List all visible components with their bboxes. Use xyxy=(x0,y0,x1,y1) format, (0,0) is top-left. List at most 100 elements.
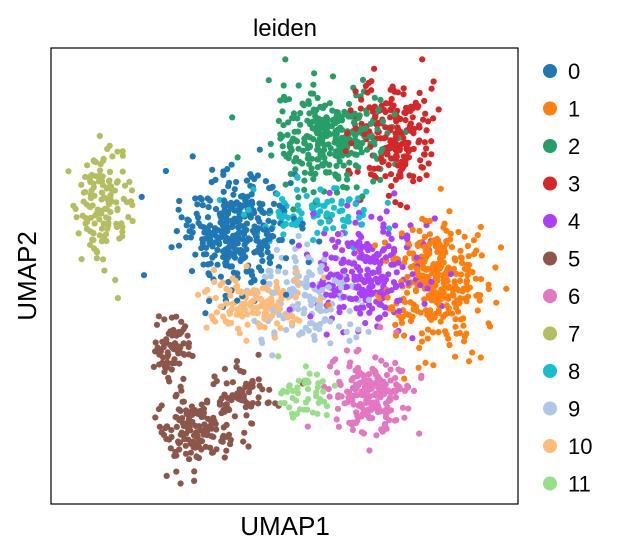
point-cluster-11 xyxy=(306,370,313,377)
point-cluster-3 xyxy=(387,114,394,121)
point-cluster-1 xyxy=(371,242,379,249)
point-cluster-7 xyxy=(78,181,85,188)
point-cluster-5 xyxy=(249,379,256,387)
point-cluster-4 xyxy=(322,251,329,258)
point-cluster-7 xyxy=(114,178,121,185)
point-cluster-0 xyxy=(221,197,228,204)
point-cluster-10 xyxy=(244,321,251,328)
point-cluster-4 xyxy=(362,320,369,327)
point-cluster-1 xyxy=(425,248,432,255)
point-cluster-1 xyxy=(451,255,458,262)
point-cluster-1 xyxy=(457,271,465,278)
point-cluster-6 xyxy=(381,422,389,429)
point-cluster-7 xyxy=(70,202,77,209)
point-cluster-0 xyxy=(282,255,290,262)
point-cluster-3 xyxy=(382,173,389,180)
point-cluster-11 xyxy=(313,371,321,378)
point-cluster-0 xyxy=(209,243,216,250)
point-cluster-0 xyxy=(255,225,262,232)
point-cluster-9 xyxy=(305,327,312,334)
point-cluster-7 xyxy=(105,199,112,207)
point-cluster-0 xyxy=(220,171,227,178)
point-cluster-5 xyxy=(193,429,201,436)
point-cluster-2 xyxy=(290,206,297,213)
point-cluster-10 xyxy=(208,313,215,320)
point-cluster-3 xyxy=(366,104,373,111)
point-cluster-7 xyxy=(119,228,126,235)
point-cluster-7 xyxy=(112,276,119,284)
point-cluster-5 xyxy=(176,330,183,338)
point-cluster-5 xyxy=(188,403,195,410)
point-cluster-5 xyxy=(227,441,234,448)
point-cluster-8 xyxy=(317,186,324,193)
point-cluster-4 xyxy=(336,309,343,316)
point-cluster-6 xyxy=(350,374,357,382)
point-cluster-1 xyxy=(474,307,481,314)
point-cluster-1 xyxy=(465,293,472,300)
point-cluster-4 xyxy=(368,213,375,220)
point-cluster-4 xyxy=(366,309,373,316)
point-cluster-0 xyxy=(197,194,204,202)
point-cluster-6 xyxy=(358,429,365,436)
point-cluster-4 xyxy=(375,279,382,286)
point-cluster-2 xyxy=(301,177,308,184)
point-cluster-3 xyxy=(347,107,354,114)
point-cluster-3 xyxy=(410,173,417,180)
point-cluster-3 xyxy=(421,97,428,104)
point-cluster-9 xyxy=(365,296,372,303)
point-cluster-4 xyxy=(405,279,412,287)
point-cluster-2 xyxy=(306,110,313,117)
point-cluster-1 xyxy=(452,353,459,360)
point-cluster-11 xyxy=(289,387,296,394)
point-cluster-10 xyxy=(288,319,295,327)
point-cluster-4 xyxy=(428,278,435,285)
point-cluster-10 xyxy=(320,274,328,281)
point-cluster-3 xyxy=(388,183,395,190)
point-cluster-4 xyxy=(384,288,391,295)
point-cluster-6 xyxy=(360,373,368,380)
point-cluster-2 xyxy=(279,108,286,115)
point-cluster-3 xyxy=(425,160,432,167)
point-cluster-9 xyxy=(355,326,362,333)
point-cluster-2 xyxy=(331,116,338,123)
point-cluster-3 xyxy=(415,139,422,146)
point-cluster-8 xyxy=(343,218,350,225)
point-cluster-4 xyxy=(335,238,342,245)
point-cluster-0 xyxy=(222,238,229,245)
point-cluster-7 xyxy=(119,168,126,175)
point-cluster-5 xyxy=(242,404,249,411)
point-cluster-7 xyxy=(114,148,121,155)
point-cluster-3 xyxy=(352,88,359,95)
point-cluster-11 xyxy=(331,382,338,389)
point-cluster-5 xyxy=(156,351,163,358)
point-cluster-1 xyxy=(492,264,499,271)
point-cluster-6 xyxy=(371,367,378,374)
point-cluster-11 xyxy=(320,388,327,395)
point-cluster-10 xyxy=(249,297,256,304)
point-cluster-9 xyxy=(322,316,329,323)
point-cluster-0 xyxy=(254,215,261,222)
point-cluster-0 xyxy=(221,207,228,214)
point-cluster-5 xyxy=(154,344,161,351)
point-cluster-8 xyxy=(331,185,338,192)
point-cluster-0 xyxy=(234,297,241,304)
point-cluster-0 xyxy=(175,206,182,213)
point-cluster-5 xyxy=(243,412,250,419)
point-cluster-8 xyxy=(363,188,370,195)
point-cluster-4 xyxy=(383,254,390,261)
point-cluster-0 xyxy=(187,234,194,241)
point-cluster-2 xyxy=(336,158,343,165)
point-cluster-0 xyxy=(200,251,207,258)
point-cluster-1 xyxy=(478,276,485,283)
point-cluster-1 xyxy=(389,306,396,313)
point-cluster-1 xyxy=(456,330,463,337)
point-cluster-5 xyxy=(152,339,159,346)
point-cluster-0 xyxy=(204,214,212,221)
point-cluster-5 xyxy=(172,414,179,421)
point-cluster-3 xyxy=(416,89,423,97)
point-cluster-6 xyxy=(332,356,339,363)
point-cluster-1 xyxy=(464,242,471,250)
point-cluster-1 xyxy=(465,358,473,365)
point-cluster-10 xyxy=(273,283,280,290)
